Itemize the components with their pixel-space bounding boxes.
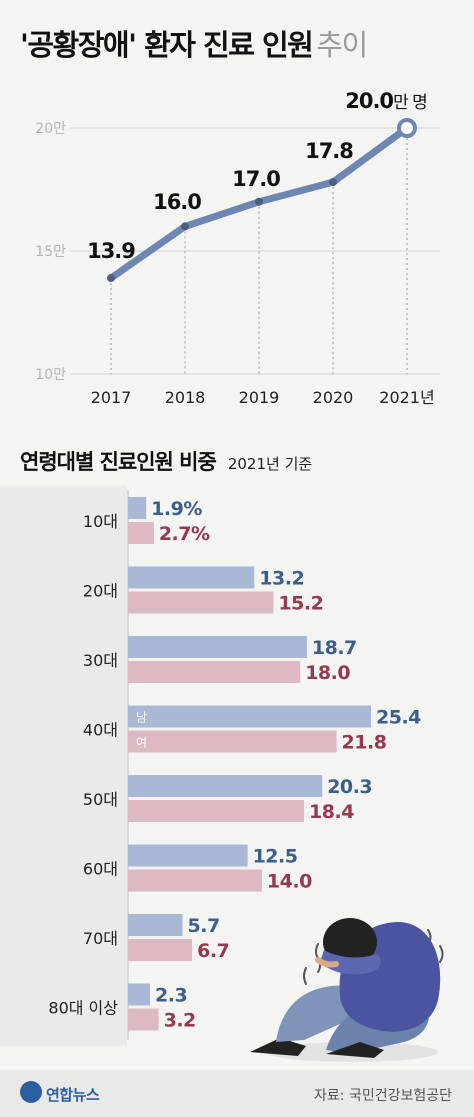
bar-value-label: 1.9% [151,498,202,520]
chart-title: '공황장애' 환자 진료 인원 추이 [20,22,368,64]
bar-value-label: 2.3 [155,985,187,1007]
bar [128,800,305,822]
bar [128,661,301,683]
bar-value-label: 18.4 [309,801,354,823]
x-tick-label: 2021년 [379,388,434,407]
y-tick-label: 15만 [35,244,66,260]
bar-value-label: 2.7% [159,523,210,545]
line-chart: 10만 15만 20만 13.9 16.0 17.0 17.8 20.0만 명 2017 2018… [35,89,440,407]
distressed-person-illustration [250,918,444,1062]
bar-value-label: 18.7 [312,637,357,659]
x-tick-label: 2018 [165,388,206,407]
bar-value-label: 18.0 [305,662,350,684]
legend-label: 남 [136,711,147,725]
data-point-end [397,118,417,138]
stress-line-left-2 [303,967,307,985]
category-label: 40대 [83,721,118,740]
bar-chart-basis: 2021년 기준 [227,455,313,473]
bar [128,844,248,867]
title-light: 추이 [316,28,368,62]
logo-text: 연합뉴스 [46,1086,100,1104]
category-label: 50대 [83,790,118,809]
bar [128,983,151,1006]
bar-value-label: 13.2 [259,568,304,590]
y-tick-label: 10만 [35,367,66,383]
data-point [255,197,263,206]
bar-value-label: 6.7 [197,940,229,962]
bar [128,591,274,614]
data-point [107,274,115,283]
yonhap-logo-icon [20,1081,42,1103]
bar [128,705,371,728]
bar-value-label: 21.8 [342,732,387,754]
bar-value-label: 12.5 [253,846,298,868]
value-label: 16.0 [153,190,201,214]
bar [128,775,323,797]
bar [128,869,262,892]
bar-chart-title: 연령대별 진료인원 비중 [20,450,217,474]
value-label: 17.8 [305,139,353,163]
bar-chart-header: 연령대별 진료인원 비중 2021년 기준 [20,446,312,476]
source: 자료: 국민건강보험공단 [314,1088,452,1104]
category-label: 20대 [83,582,118,601]
bar-value-label: 3.2 [164,1010,196,1032]
value-label: 13.9 [87,239,135,263]
bar [128,497,147,519]
bar [128,939,193,961]
stress-line-right-2 [439,945,444,963]
bar-value-label: 25.4 [376,707,421,729]
hair [323,918,377,966]
bar-value-label: 5.7 [188,915,220,937]
data-point [181,222,189,231]
x-tick-label: 2020 [313,388,354,407]
value-label: 20.0만 명 [345,89,427,113]
value-label: 17.0 [232,167,280,191]
legend-label: 여 [136,736,147,750]
value-unit: 만 명 [393,93,427,113]
bar [128,566,255,589]
x-tick-label: 2019 [239,388,280,407]
hand [315,957,339,968]
bar [128,522,154,544]
footer: 연합뉴스 자료: 국민건강보험공단 [0,1070,474,1117]
bar [128,1008,159,1031]
bar-chart: 10대 1.9% 2.7% 20대 13.2 15.2 30대 18.7 18.0 40대 25.4… [0,486,422,1046]
category-label: 10대 [83,512,118,531]
title-bold: '공황장애' 환자 진료 인원 [20,28,314,62]
category-label: 80대 이상 [48,999,118,1018]
bar-value-label: 20.3 [327,776,372,798]
y-tick-label: 20만 [35,121,66,137]
bar-value-label: 15.2 [278,593,323,615]
category-label: 70대 [83,929,118,948]
bar-value-label: 14.0 [267,871,312,893]
bar [128,914,183,936]
arm [320,950,381,975]
data-point [329,178,337,187]
x-tick-label: 2017 [91,388,132,407]
category-label: 30대 [83,651,118,670]
shoe-right [326,1042,384,1058]
category-band [0,486,127,1046]
shoe-left [250,1038,306,1056]
bar [128,730,337,753]
bar [128,636,307,658]
category-label: 60대 [83,860,118,879]
